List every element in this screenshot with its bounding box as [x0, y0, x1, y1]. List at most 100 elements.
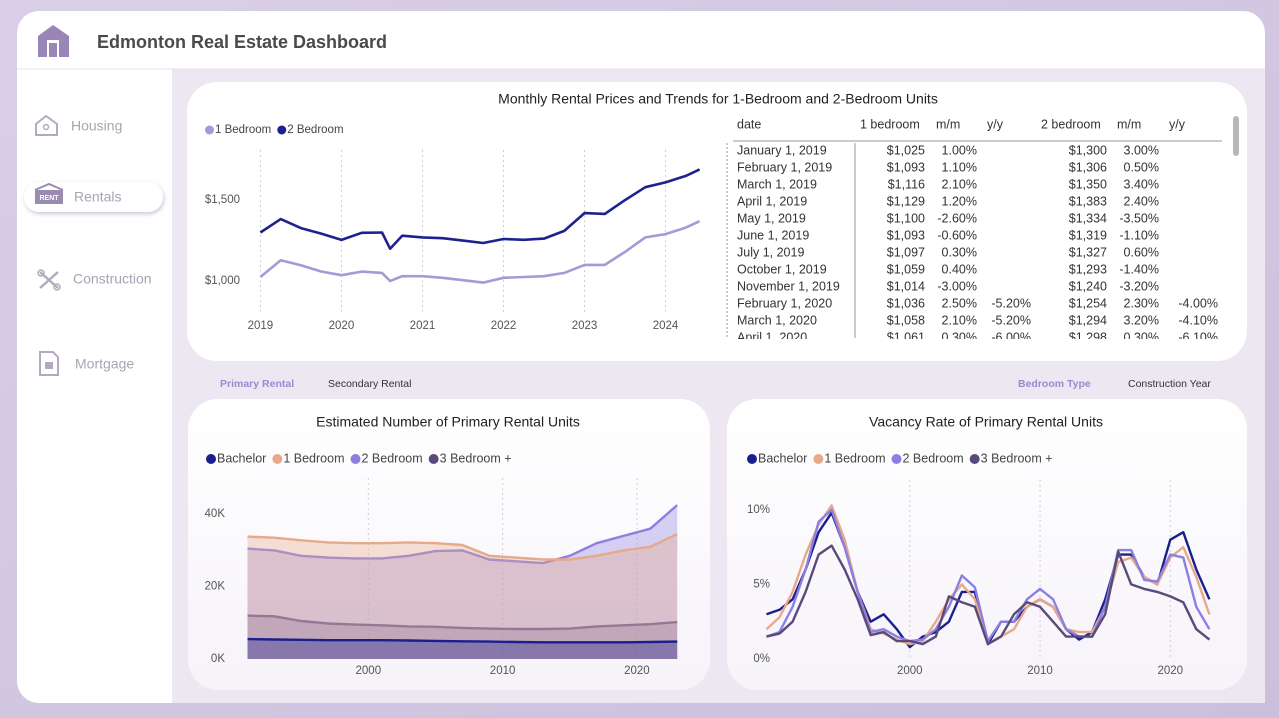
- table-cell: $1,383: [1069, 194, 1107, 208]
- x-tick-label: 2010: [490, 665, 516, 677]
- table-cell: 3.40%: [1124, 177, 1159, 191]
- nav-label: Construction: [73, 271, 152, 287]
- table-cell: 0.30%: [1124, 330, 1159, 344]
- table-cell: -3.50%: [1119, 211, 1159, 225]
- x-tick-label: 2020: [329, 320, 355, 332]
- legend-marker: [277, 125, 287, 135]
- row-date: February 1, 2019: [737, 160, 832, 174]
- tab[interactable]: Secondary Rental: [328, 378, 411, 390]
- table-cell: 0.60%: [1124, 245, 1159, 259]
- nav-construction[interactable]: Construction: [37, 269, 152, 291]
- row-date: March 1, 2020: [737, 313, 817, 327]
- chart-title: Monthly Rental Prices and Trends for 1-B…: [498, 91, 938, 107]
- tab-active[interactable]: Bedroom Type: [1018, 378, 1091, 390]
- vacancy-panel: [727, 399, 1247, 690]
- table-cell: 3.00%: [1124, 143, 1159, 157]
- legend-marker: [813, 454, 824, 464]
- legend-marker: [747, 454, 757, 464]
- table-cell: -3.00%: [937, 279, 977, 293]
- nav-label: Mortgage: [75, 356, 134, 372]
- legend-label: 1 Bedroom: [215, 124, 271, 136]
- table-cell: $1,294: [1069, 313, 1107, 327]
- column-header: y/y: [1169, 117, 1186, 131]
- legend-label: Bachelor: [758, 451, 807, 465]
- table-cell: $1,240: [1069, 279, 1107, 293]
- table-cell: 1.00%: [942, 143, 977, 157]
- legend-label: 2 Bedroom: [903, 451, 964, 465]
- nav-housing[interactable]: Housing: [35, 114, 122, 136]
- rental-prices-panel: [187, 82, 1247, 361]
- table-cell: $1,298: [1069, 330, 1107, 344]
- table-cell: $1,058: [887, 313, 925, 327]
- table-cell: 2.30%: [1124, 296, 1159, 310]
- x-tick-label: 2000: [897, 665, 923, 677]
- x-tick-label: 2020: [624, 665, 650, 677]
- y-tick-label: $1,000: [205, 275, 240, 287]
- table-cell: -5.20%: [991, 296, 1031, 310]
- y-tick-label: 5%: [753, 578, 770, 590]
- table-cell: 0.30%: [942, 245, 977, 259]
- legend-marker: [891, 454, 902, 464]
- row-date: February 1, 2020: [737, 296, 832, 310]
- x-tick-label: 2021: [410, 320, 436, 332]
- legend-label: 1 Bedroom: [824, 451, 885, 465]
- chart-title: Vacancy Rate of Primary Rental Units: [869, 414, 1103, 430]
- nav-mortgage[interactable]: Mortgage: [39, 351, 134, 376]
- table-cell: 1.20%: [942, 194, 977, 208]
- legend-marker: [428, 454, 439, 464]
- area-fill: [247, 505, 678, 659]
- scrollbar[interactable]: [1233, 116, 1239, 156]
- table-cell: $1,025: [887, 143, 925, 157]
- row-date: November 1, 2019: [737, 279, 840, 293]
- column-header: 1 bedroom: [860, 117, 920, 131]
- table-cell: $1,254: [1069, 296, 1107, 310]
- dashboard-title: Edmonton Real Estate Dashboard: [97, 32, 387, 52]
- table-cell: $1,093: [887, 228, 925, 242]
- x-tick-label: 2024: [653, 320, 679, 332]
- tab-active[interactable]: Primary Rental: [220, 378, 294, 390]
- series-line: [247, 533, 678, 561]
- tab[interactable]: Construction Year: [1128, 378, 1211, 390]
- home-icon: [38, 25, 69, 57]
- y-tick-label: 10%: [747, 504, 770, 516]
- row-date: April 1, 2019: [737, 194, 807, 208]
- row-date: May 1, 2019: [737, 211, 806, 225]
- y-tick-label: $1,500: [205, 194, 240, 206]
- row-date: March 1, 2019: [737, 177, 817, 191]
- table-cell: 2.10%: [942, 177, 977, 191]
- y-tick-label: 0%: [753, 653, 770, 665]
- nav-label: Housing: [71, 118, 122, 134]
- series-line: [766, 544, 1211, 646]
- x-tick-label: 2022: [491, 320, 517, 332]
- series-line: [247, 504, 678, 565]
- table-cell: -1.10%: [1119, 228, 1159, 242]
- nav-rentals[interactable]: RENT Rentals: [24, 182, 163, 212]
- area-fill: [247, 615, 678, 659]
- table-cell: 2.40%: [1124, 194, 1159, 208]
- table-cell: $1,116: [888, 177, 925, 191]
- table-cell: -0.60%: [937, 228, 977, 242]
- area-fill: [247, 534, 678, 659]
- series-line: [259, 168, 701, 250]
- table-cell: $1,300: [1069, 143, 1107, 157]
- column-header: 2 bedroom: [1041, 117, 1101, 131]
- table-cell: -3.20%: [1119, 279, 1159, 293]
- column-header: y/y: [987, 117, 1004, 131]
- table-cell: $1,093: [887, 160, 925, 174]
- area-fill: [247, 639, 678, 659]
- row-date: October 1, 2019: [737, 262, 827, 276]
- row-date: June 1, 2019: [737, 228, 809, 242]
- legend-label: 3 Bedroom +: [981, 451, 1053, 465]
- legend-marker: [206, 454, 216, 464]
- legend-marker: [205, 125, 214, 135]
- table-cell: 2.50%: [942, 296, 977, 310]
- column-header: m/m: [936, 117, 960, 131]
- table-cell: $1,319: [1069, 228, 1107, 242]
- table-cell: $1,293: [1069, 262, 1107, 276]
- table-cell: $1,061: [887, 330, 925, 344]
- y-tick-label: 0K: [211, 653, 225, 665]
- table-cell: $1,334: [1069, 211, 1107, 225]
- table-cell: $1,097: [887, 245, 925, 259]
